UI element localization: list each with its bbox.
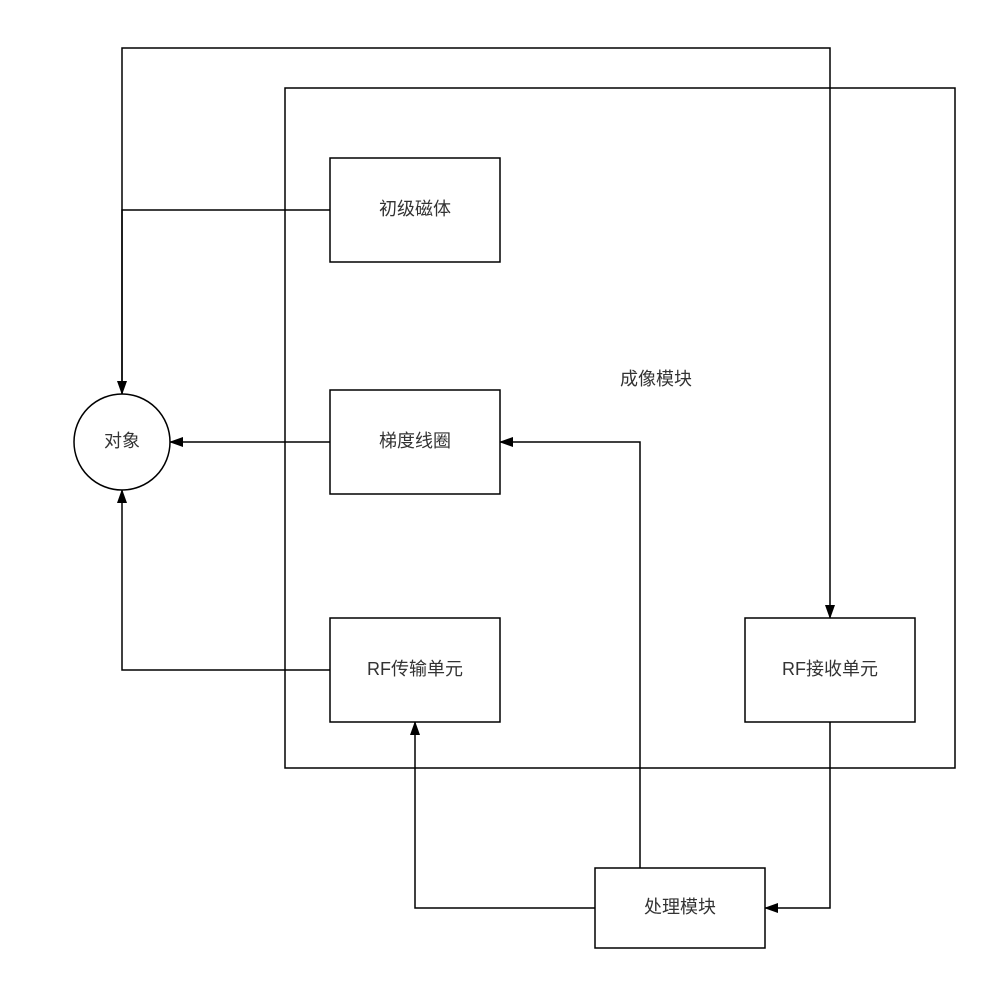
rf-tx-label: RF传输单元 [367,659,463,679]
diagram-canvas: 成像模块 对象 初级磁体 梯度线圈 RF传输单元 RF接收单元 处理模块 [0,0,985,1000]
edge-5 [415,722,595,908]
primary-magnet-label: 初级磁体 [379,199,451,219]
edge-3 [122,48,830,618]
edge-2 [122,490,330,670]
node-primary-magnet: 初级磁体 [330,158,500,262]
edge-0 [122,210,330,394]
node-gradient-coil: 梯度线圈 [330,390,500,494]
node-processor: 处理模块 [595,868,765,948]
gradient-coil-label: 梯度线圈 [379,431,451,451]
object-label: 对象 [104,431,140,451]
edge-4 [765,722,830,908]
processor-label: 处理模块 [644,897,716,917]
node-rf-tx: RF传输单元 [330,618,500,722]
node-object: 对象 [74,394,170,490]
module-label: 成像模块 [620,369,692,389]
edge-6 [500,442,640,868]
rf-rx-label: RF接收单元 [782,659,878,679]
node-rf-rx: RF接收单元 [745,618,915,722]
